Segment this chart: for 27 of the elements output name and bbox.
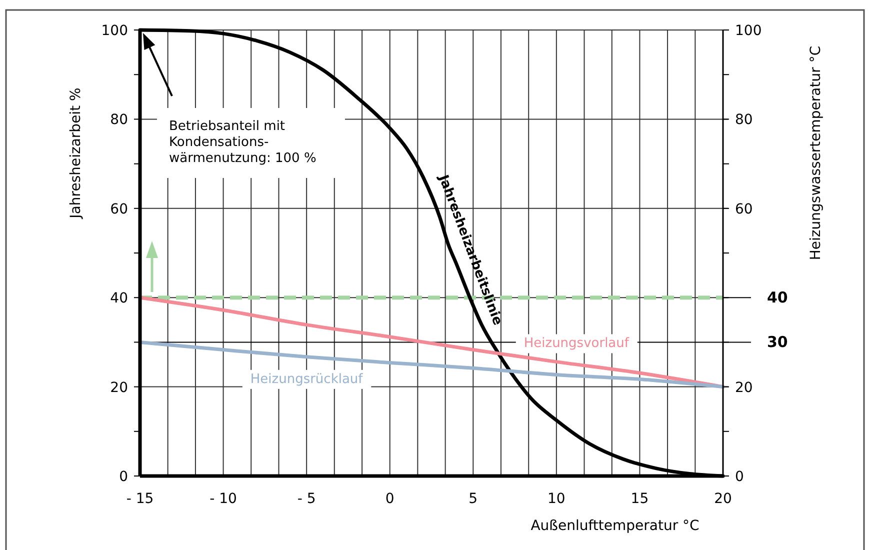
y-tick-label: 0 bbox=[119, 469, 128, 485]
y-tick-label: 80 bbox=[110, 112, 128, 128]
y2-tick-label: 20 bbox=[735, 380, 753, 396]
y-axis-title: Jahresheizarbeit % bbox=[68, 88, 84, 220]
ref-line-label: 40 bbox=[767, 288, 788, 307]
y2-tick-label: 100 bbox=[735, 23, 762, 39]
x-tick-label: 15 bbox=[630, 491, 649, 507]
y-tick-label: 20 bbox=[110, 380, 128, 396]
annotation: Betriebsanteil mit Kondensations-wärmenutzung: 100 % bbox=[169, 119, 316, 166]
y2-tick-label: 60 bbox=[735, 201, 753, 218]
y2-tick-label: 0 bbox=[735, 469, 744, 485]
x-tick-label: 10 bbox=[548, 491, 566, 507]
ref-line-label: 30 bbox=[767, 333, 788, 352]
x-tick-label: 0 bbox=[385, 491, 394, 507]
y2-axis-title: Heizungswassertemperatur °C bbox=[808, 46, 824, 260]
y2-tick-label: 80 bbox=[735, 112, 753, 128]
series-label: Heizungsrücklauf bbox=[250, 372, 364, 387]
x-axis-title: Außenlufttemperatur °C bbox=[530, 518, 700, 534]
x-tick-label: 5 bbox=[468, 491, 478, 507]
y-tick-label: 100 bbox=[101, 23, 128, 39]
x-tick-label: 20 bbox=[714, 491, 732, 507]
series-label: Heizungsvorlauf bbox=[524, 336, 630, 352]
y-tick-label: 40 bbox=[110, 290, 128, 307]
y-tick-label: 60 bbox=[110, 201, 128, 218]
x-tick-label: - 15 bbox=[126, 491, 154, 507]
x-tick-label: - 5 bbox=[297, 491, 316, 507]
x-tick-label: - 10 bbox=[210, 491, 237, 507]
